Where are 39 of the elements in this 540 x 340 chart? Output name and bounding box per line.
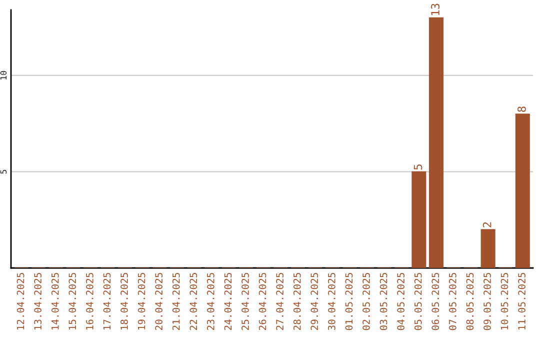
x-tick-label: 21.04.2025 — [172, 272, 180, 330]
y-tick-label: 10 — [0, 70, 7, 80]
bar — [412, 171, 426, 268]
x-tick-label: 02.05.2025 — [362, 272, 370, 330]
x-tick-label: 07.05.2025 — [448, 272, 456, 330]
x-tick-label: 17.04.2025 — [103, 272, 111, 330]
x-tick-label: 13.04.2025 — [34, 272, 42, 330]
data-label: 2 — [482, 222, 492, 228]
x-tick-label: 15.04.2025 — [68, 272, 76, 330]
x-tick-label: 20.04.2025 — [155, 272, 162, 330]
bar — [480, 229, 496, 268]
x-tick-label: 12.04.2025 — [16, 272, 24, 330]
x-tick-label: 08.05.2025 — [466, 272, 474, 330]
x-tick-label: 16.04.2025 — [86, 272, 94, 330]
x-tick-label: 28.04.2025 — [293, 272, 301, 330]
data-label: 5 — [414, 164, 422, 170]
x-tick-label: 14.04.2025 — [51, 272, 59, 330]
x-tick-label: 10.05.2025 — [500, 272, 508, 330]
x-tick-label: 29.04.2025 — [310, 272, 318, 330]
x-tick-label: 25.04.2025 — [242, 272, 249, 330]
x-tick-label: 19.04.2025 — [138, 272, 146, 330]
x-tick-label: 24.04.2025 — [224, 272, 232, 330]
x-tick-label: 09.05.2025 — [484, 272, 491, 330]
bar — [515, 114, 530, 268]
x-tick-label: 22.04.2025 — [190, 272, 198, 330]
x-tick-label: 27.04.2025 — [276, 272, 284, 330]
x-tick-label: 18.04.2025 — [120, 272, 128, 330]
x-tick-label: 03.05.2025 — [380, 272, 388, 330]
x-tick-label: 04.05.2025 — [397, 272, 404, 330]
bar — [428, 17, 444, 268]
x-tick-label: 05.05.2025 — [414, 272, 422, 330]
x-tick-label: 11.05.2025 — [518, 272, 526, 330]
data-label: 13 — [431, 4, 440, 15]
x-tick-label: 01.05.2025 — [345, 272, 353, 330]
x-tick-label: 26.04.2025 — [258, 272, 266, 330]
x-tick-label: 23.04.2025 — [206, 272, 214, 330]
data-label: 8 — [517, 106, 526, 112]
x-tick-label: 06.05.2025 — [432, 272, 440, 330]
x-tick-label: 30.04.2025 — [328, 272, 336, 330]
